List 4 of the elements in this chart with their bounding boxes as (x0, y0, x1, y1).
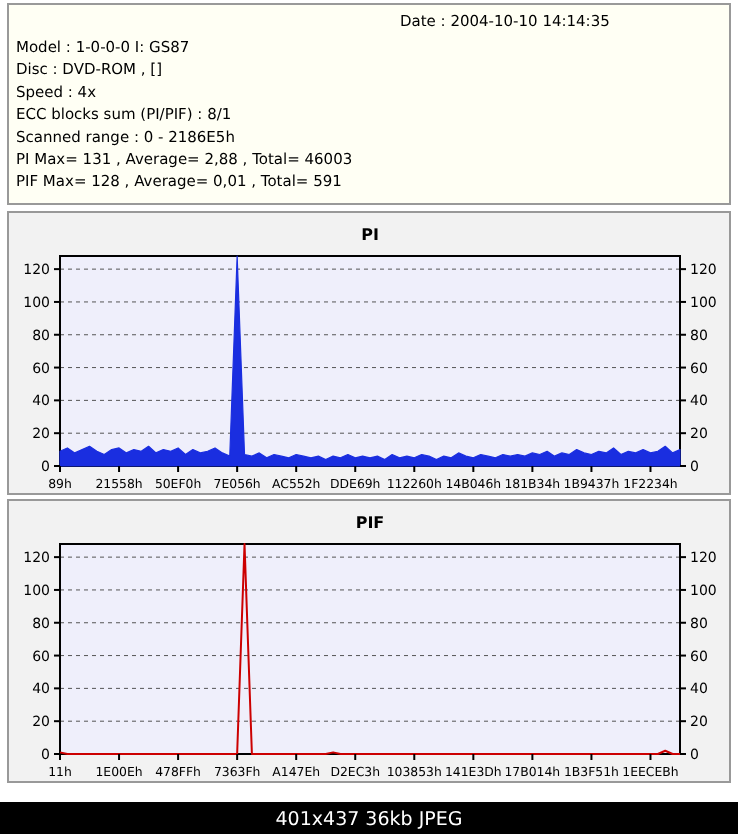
line-series (59, 543, 681, 755)
chart-title: PI (361, 226, 379, 244)
chart-title: PIF (355, 514, 385, 532)
caption-banner: 401x437 36kb JPEG (0, 802, 738, 834)
